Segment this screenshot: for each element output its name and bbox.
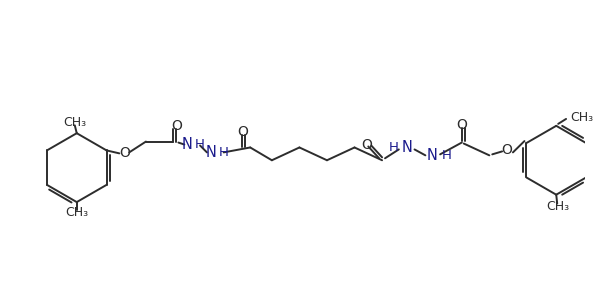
- Text: O: O: [361, 138, 372, 152]
- Text: CH₃: CH₃: [65, 206, 88, 219]
- Text: N: N: [182, 137, 193, 152]
- Text: O: O: [456, 118, 467, 132]
- Text: CH₃: CH₃: [63, 116, 86, 129]
- Text: N: N: [205, 145, 217, 160]
- Text: H: H: [442, 149, 452, 162]
- Text: O: O: [502, 143, 512, 157]
- Text: N: N: [427, 148, 438, 163]
- Text: H: H: [195, 138, 205, 151]
- Text: N: N: [401, 140, 412, 155]
- Text: CH₃: CH₃: [570, 111, 593, 125]
- Text: O: O: [119, 146, 130, 160]
- Text: H: H: [389, 141, 399, 154]
- Text: O: O: [171, 119, 182, 133]
- Text: H: H: [219, 146, 228, 159]
- Text: CH₃: CH₃: [547, 200, 570, 213]
- Text: O: O: [237, 125, 248, 139]
